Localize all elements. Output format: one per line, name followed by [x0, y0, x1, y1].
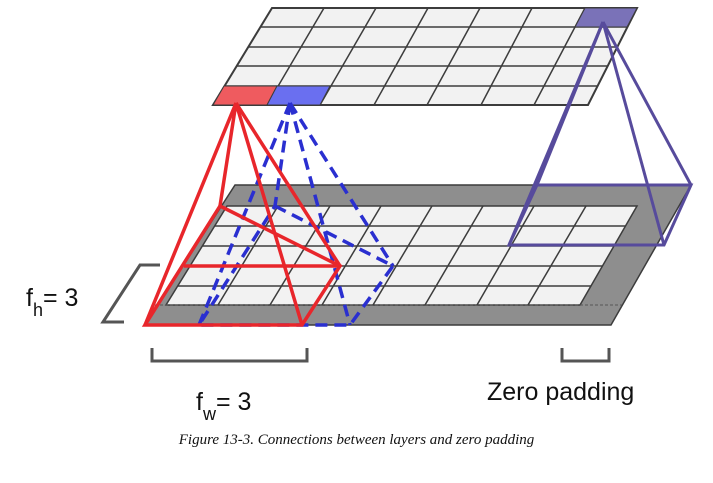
red-receptive-field: [141, 102, 343, 327]
svg-text:fw= 3: fw= 3: [196, 388, 251, 424]
svg-text:fh= 3: fh= 3: [26, 284, 78, 320]
lower-layer-grid: [143, 184, 693, 326]
fh-bracket: [100, 263, 160, 324]
fw-label-main: f: [196, 388, 203, 416]
zero-padding-label: Zero padding: [487, 378, 634, 406]
fh-label-main: f: [26, 284, 33, 312]
fw-bracket: [150, 348, 309, 363]
zero-padding-bracket: [560, 348, 611, 363]
red-output-cell: [212, 85, 278, 106]
fh-label-value: = 3: [43, 284, 78, 312]
blue-output-cell: [266, 85, 331, 106]
purple-output-cell: [574, 7, 638, 28]
fh-label-sub: h: [33, 300, 43, 320]
fw-label-sub: w: [202, 404, 217, 424]
fw-label-value: = 3: [216, 388, 251, 416]
blue-receptive-field: [195, 102, 396, 327]
upper-layer-grid: [211, 7, 639, 106]
figure-caption: Figure 13-3. Connections between layers …: [178, 432, 535, 448]
purple-receptive-field: [506, 21, 694, 247]
